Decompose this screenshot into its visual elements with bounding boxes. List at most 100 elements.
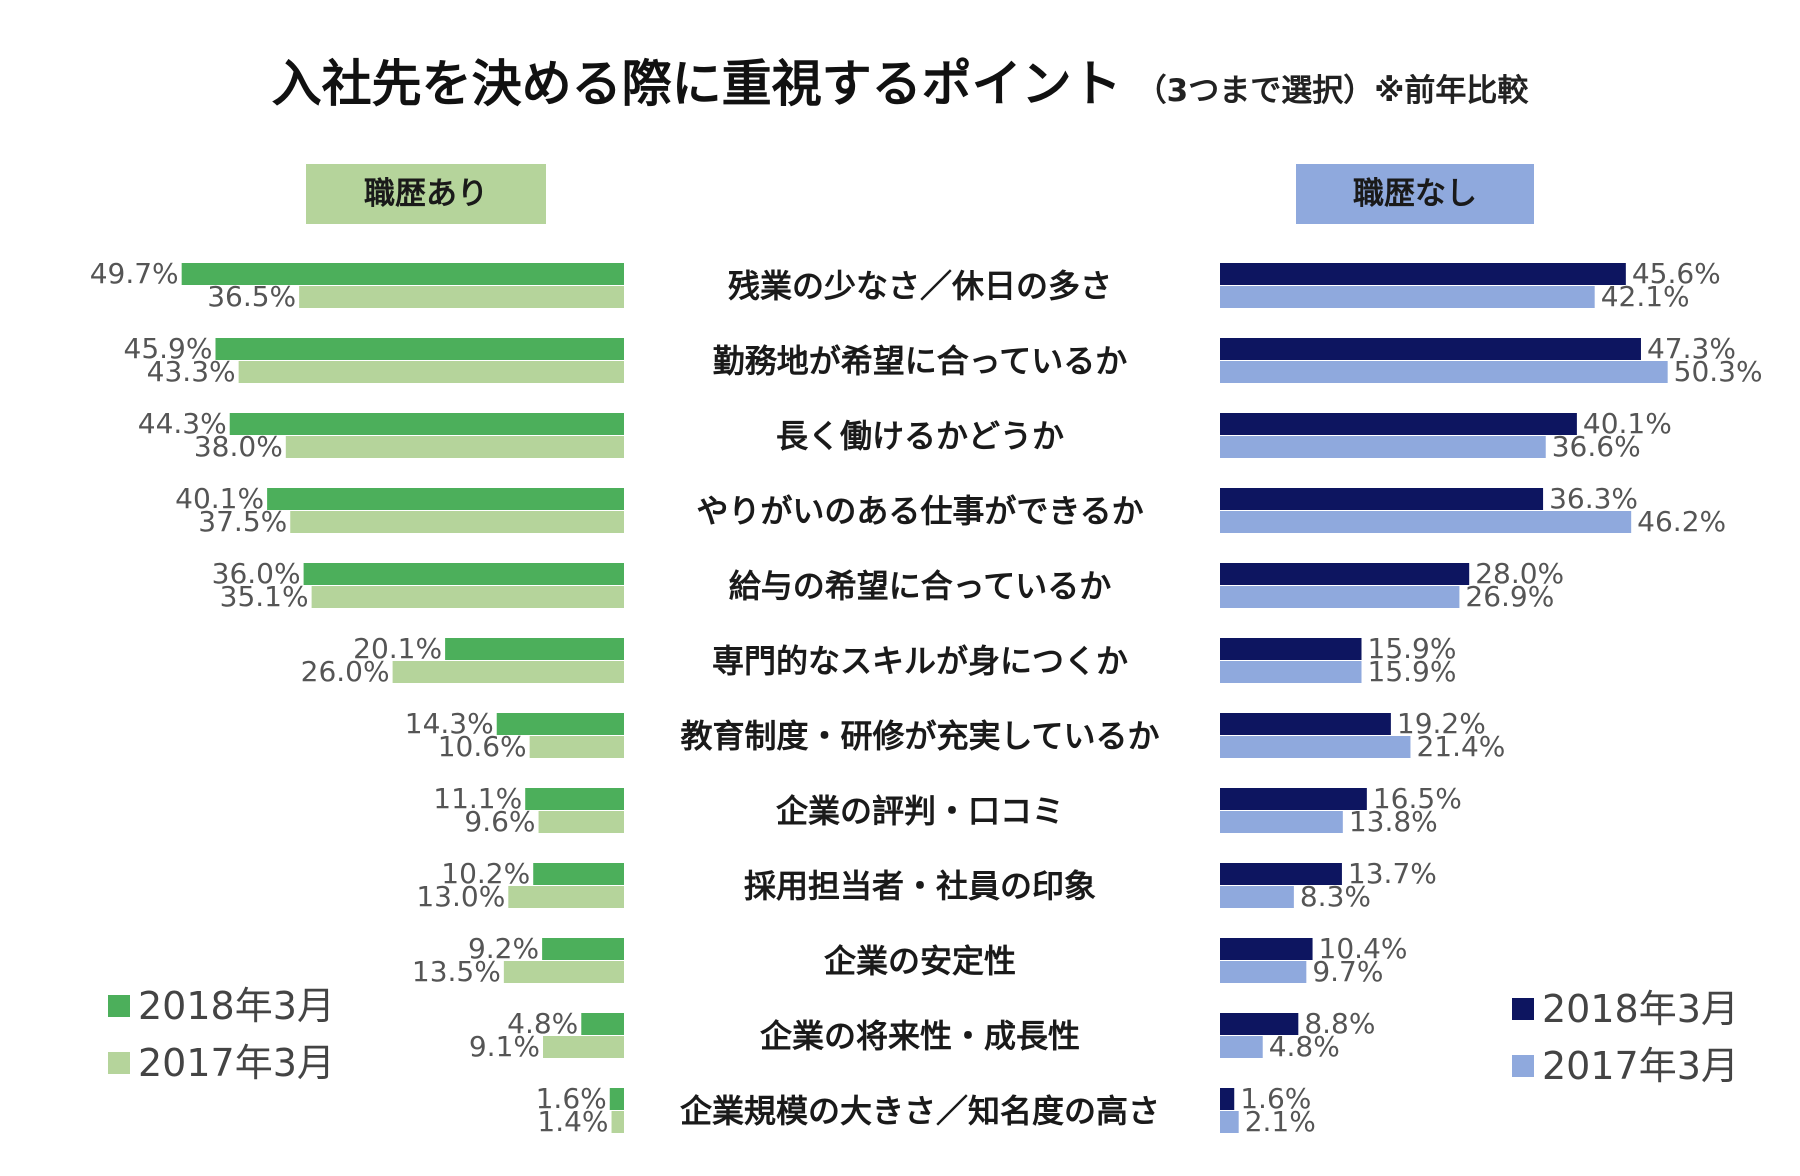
bar-left-2018 (525, 788, 624, 810)
bar-left-2018 (533, 863, 624, 885)
legend-left-2017: 2017年3月 (108, 1032, 335, 1087)
bar-left-2017 (392, 661, 624, 683)
bar-left-2018 (267, 488, 624, 510)
data-label-right: 4.8% (1269, 1030, 1340, 1063)
bar-left-2017 (503, 961, 624, 983)
bar-left-2017 (285, 436, 624, 458)
bar-left-2017 (611, 1111, 624, 1133)
data-label-left: 38.0% (194, 430, 283, 463)
data-label-left: 9.2% (468, 932, 539, 965)
data-label-right: 8.8% (1304, 1007, 1375, 1040)
legend-swatch (1512, 1055, 1534, 1077)
legend-left-2018: 2018年3月 (108, 975, 335, 1030)
category-label: 専門的なスキルが身につくか (712, 642, 1128, 680)
bar-right-2017 (1220, 436, 1546, 458)
chart-title-row: 入社先を決める際に重視するポイント （3つまで選択）※前年比較 (0, 44, 1800, 116)
legend-label: 2018年3月 (1542, 987, 1739, 1031)
bar-right-2018 (1220, 1013, 1299, 1035)
legend-label: 2017年3月 (138, 1041, 335, 1085)
data-label-right: 13.8% (1349, 805, 1438, 838)
bar-right-2017 (1220, 661, 1362, 683)
legend-right-2017: 2017年3月 (1512, 1035, 1739, 1090)
data-label-left: 13.5% (412, 955, 501, 988)
bar-left-2017 (508, 886, 624, 908)
data-label-right: 21.4% (1416, 730, 1505, 763)
data-label-left: 14.3% (405, 707, 494, 740)
category-label: 長く働けるかどうか (776, 417, 1064, 455)
bar-left-2018 (215, 338, 625, 360)
legend-swatch (1512, 998, 1534, 1020)
bar-right-2017 (1220, 586, 1460, 608)
legend-swatch (108, 995, 130, 1017)
data-label-right: 42.1% (1601, 280, 1690, 313)
bar-right-2018 (1220, 263, 1626, 285)
bar-left-2018 (581, 1013, 624, 1035)
data-label-left: 1.6% (536, 1082, 607, 1115)
legend-swatch (108, 1052, 130, 1074)
bar-left-2018 (181, 263, 625, 285)
bar-left-2018 (496, 713, 624, 735)
bar-left-2018 (445, 638, 624, 660)
legend-label: 2018年3月 (138, 984, 335, 1028)
bar-left-2018 (229, 413, 625, 435)
bar-left-2018 (303, 563, 624, 585)
category-label: 教育制度・研修が充実しているか (680, 717, 1159, 755)
category-label: 採用担当者・社員の印象 (744, 867, 1096, 905)
data-label-left: 43.3% (147, 355, 236, 388)
bar-right-2017 (1220, 361, 1668, 383)
bar-left-2017 (543, 1036, 624, 1058)
data-label-right: 2.1% (1245, 1105, 1316, 1138)
bar-right-2018 (1220, 863, 1342, 885)
data-label-left: 4.8% (507, 1007, 578, 1040)
bar-left-2017 (290, 511, 624, 533)
bar-right-2017 (1220, 811, 1343, 833)
data-label-left: 10.2% (441, 857, 530, 890)
data-label-left: 11.1% (433, 782, 522, 815)
data-label-right: 15.9% (1368, 655, 1457, 688)
data-label-left: 9.1% (469, 1030, 540, 1063)
bar-left-2017 (238, 361, 624, 383)
data-label-right: 36.6% (1552, 430, 1641, 463)
data-label-left: 10.6% (438, 730, 527, 763)
data-label-left: 20.1% (353, 632, 442, 665)
data-label-left: 36.0% (212, 557, 301, 590)
category-label: 企業の将来性・成長性 (760, 1017, 1080, 1055)
bar-right-2018 (1220, 788, 1367, 810)
bar-right-2017 (1220, 886, 1294, 908)
data-label-right: 8.3% (1300, 880, 1371, 913)
panel-label-without-experience: 職歴なし (1296, 164, 1534, 224)
data-label-left: 35.1% (220, 580, 309, 613)
bar-right-2018 (1220, 563, 1470, 585)
bar-right-2017 (1220, 961, 1307, 983)
data-label-right: 45.6% (1632, 257, 1721, 290)
bar-left-2017 (311, 586, 624, 608)
category-label: 企業の評判・口コミ (776, 792, 1064, 830)
data-label-left: 40.1% (175, 482, 264, 515)
bar-right-2017 (1220, 511, 1632, 533)
data-label-left: 44.3% (138, 407, 227, 440)
bar-right-2018 (1220, 413, 1577, 435)
data-label-left: 13.0% (416, 880, 505, 913)
bar-right-2018 (1220, 713, 1391, 735)
data-label-right: 1.6% (1240, 1082, 1311, 1115)
panel-label-with-experience: 職歴あり (306, 164, 546, 224)
bar-right-2017 (1220, 1036, 1263, 1058)
category-label: 企業の安定性 (824, 942, 1016, 980)
data-label-left: 49.7% (90, 257, 179, 290)
bar-right-2018 (1220, 488, 1544, 510)
data-label-left: 37.5% (198, 505, 287, 538)
data-label-left: 36.5% (207, 280, 296, 313)
bar-left-2018 (542, 938, 624, 960)
category-label: 給与の希望に合っているか (729, 567, 1111, 605)
data-label-right: 40.1% (1583, 407, 1672, 440)
category-label: 勤務地が希望に合っているか (713, 342, 1127, 380)
bar-left-2018 (609, 1088, 624, 1110)
bar-left-2017 (538, 811, 624, 833)
data-label-right: 50.3% (1674, 355, 1763, 388)
bar-right-2017 (1220, 286, 1595, 308)
data-label-right: 28.0% (1475, 557, 1564, 590)
bar-left-2017 (299, 286, 624, 308)
category-label: やりがいのある仕事ができるか (696, 492, 1143, 530)
chart-subtitle: （3つまで選択）※前年比較 (1135, 73, 1529, 109)
